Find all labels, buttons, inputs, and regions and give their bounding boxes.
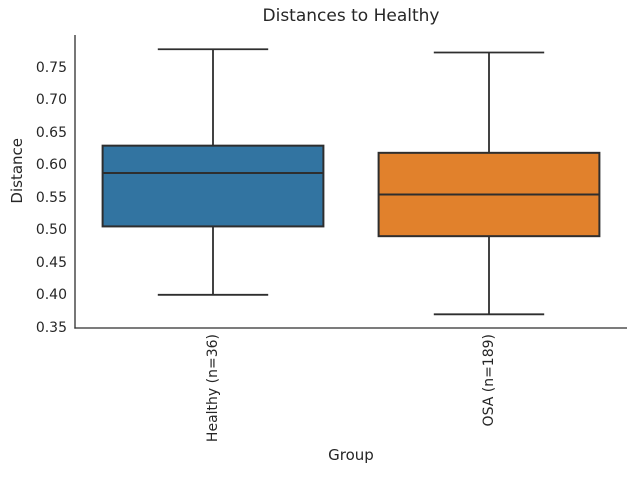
x-axis-label: Group [328, 446, 374, 464]
y-tick-label-0.40: 0.40 [35, 287, 67, 304]
y-tick-label-0.55: 0.55 [35, 189, 67, 206]
box-healthy-n-36 [101, 144, 325, 228]
y-tick-label-0.45: 0.45 [35, 254, 67, 271]
y-tick-label-0.75: 0.75 [35, 59, 67, 76]
y-tick-label-0.70: 0.70 [35, 92, 67, 109]
y-tick-label-0.50: 0.50 [35, 222, 67, 239]
y-tick-label-0.65: 0.65 [35, 124, 67, 141]
x-tick-label-healthy-n-36: Healthy (n=36) [205, 334, 221, 443]
x-tick-label-osa-n-189: OSA (n=189) [481, 334, 497, 427]
y-tick-label-0.60: 0.60 [35, 157, 67, 174]
y-tick-label-0.35: 0.35 [35, 320, 67, 336]
chart-title: Distances to Healthy [262, 6, 440, 26]
